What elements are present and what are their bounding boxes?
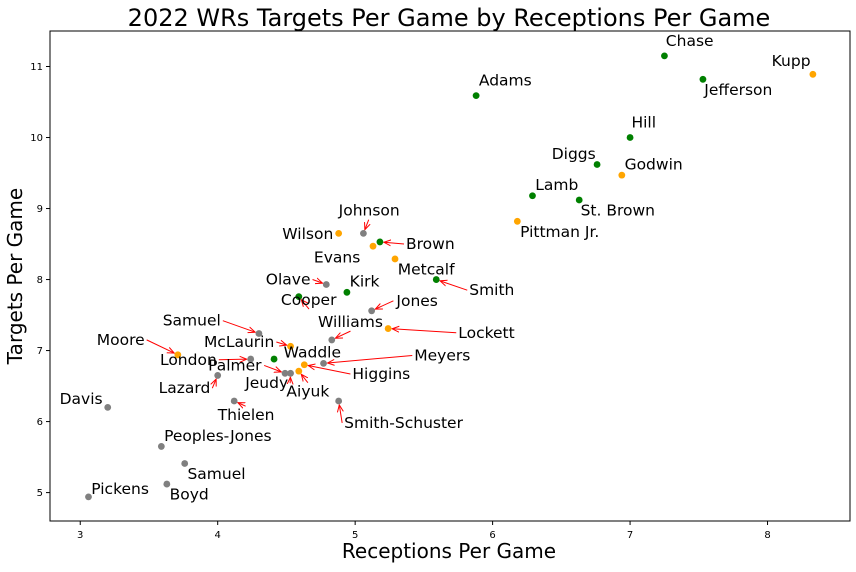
point-label: Boyd bbox=[170, 486, 209, 504]
x-tick-label: 7 bbox=[627, 530, 633, 541]
data-point bbox=[627, 134, 634, 141]
annotation-arrow bbox=[301, 374, 308, 382]
data-point bbox=[287, 370, 294, 377]
y-tick-label: 9 bbox=[37, 204, 43, 215]
data-point bbox=[809, 71, 816, 78]
data-point bbox=[231, 398, 238, 405]
point-label: Cooper bbox=[281, 291, 337, 309]
point-label: Johnson bbox=[338, 202, 400, 220]
point-label: Higgins bbox=[352, 365, 410, 383]
x-tick-label: 5 bbox=[352, 530, 358, 541]
y-tick-label: 8 bbox=[37, 275, 43, 286]
annotation-arrow bbox=[339, 405, 342, 423]
point-label: Wilson bbox=[282, 225, 333, 243]
point-label: Meyers bbox=[414, 347, 470, 365]
data-point bbox=[104, 404, 111, 411]
annotation-arrow bbox=[212, 379, 216, 388]
x-tick-label: 3 bbox=[77, 530, 83, 541]
point-label: Moore bbox=[97, 331, 145, 349]
point-label: Chase bbox=[666, 32, 714, 50]
x-axis-label: Receptions Per Game bbox=[342, 539, 556, 563]
annotation-arrow bbox=[392, 329, 456, 333]
point-label: Brown bbox=[406, 235, 455, 253]
point-label: Lamb bbox=[535, 176, 578, 194]
point-label: Waddle bbox=[284, 344, 341, 362]
point-label: Olave bbox=[266, 271, 311, 289]
data-point bbox=[661, 52, 668, 59]
point-label: Metcalf bbox=[398, 261, 455, 279]
data-point bbox=[376, 239, 383, 246]
point-label: Peoples-Jones bbox=[164, 427, 272, 445]
point-label: McLaurin bbox=[204, 333, 274, 351]
y-tick-label: 10 bbox=[30, 133, 43, 144]
point-label: Pickens bbox=[91, 480, 149, 498]
point-label: Palmer bbox=[208, 356, 262, 374]
point-label: Kupp bbox=[772, 52, 811, 70]
point-label: Diggs bbox=[552, 145, 596, 163]
point-label: St. Brown bbox=[581, 202, 655, 220]
point-label: Aiyuk bbox=[286, 383, 329, 401]
annotation-arrow bbox=[440, 281, 467, 290]
point-label: Jeudy bbox=[244, 374, 288, 392]
point-label: Hill bbox=[631, 114, 656, 132]
y-tick-label: 11 bbox=[30, 62, 43, 73]
data-point bbox=[360, 230, 367, 237]
x-tick-label: 4 bbox=[215, 530, 221, 541]
point-label: Adams bbox=[479, 72, 532, 90]
point-label: Evans bbox=[314, 249, 360, 267]
point-label: Jones bbox=[395, 292, 438, 310]
point-label: Kirk bbox=[350, 273, 380, 291]
data-point bbox=[271, 356, 278, 363]
point-label: Samuel bbox=[163, 312, 221, 330]
point-label: Smith bbox=[469, 281, 514, 299]
chart-title: 2022 WRs Targets Per Game by Receptions … bbox=[128, 4, 771, 32]
point-label: Godwin bbox=[625, 155, 683, 173]
data-point bbox=[385, 325, 392, 332]
annotation-arrow bbox=[375, 301, 393, 309]
point-label: Lazard bbox=[159, 379, 211, 397]
y-tick-label: 7 bbox=[37, 346, 43, 357]
annotation-arrow bbox=[313, 280, 323, 284]
data-point bbox=[323, 281, 330, 288]
annotation-arrow bbox=[365, 220, 369, 230]
annotation-arrow bbox=[335, 331, 350, 338]
annotation-arrow bbox=[384, 242, 404, 244]
data-point bbox=[335, 230, 342, 237]
annotation-arrow bbox=[308, 366, 350, 374]
data-point bbox=[370, 243, 377, 250]
point-label: Thielen bbox=[217, 406, 275, 424]
annotation-arrow bbox=[264, 365, 281, 371]
annotation-arrow bbox=[223, 321, 255, 332]
y-tick-label: 5 bbox=[37, 488, 43, 499]
point-label: Lockett bbox=[458, 324, 514, 342]
point-label: Smith-Schuster bbox=[344, 414, 463, 432]
data-point bbox=[335, 398, 342, 405]
data-point bbox=[328, 337, 335, 344]
point-label: Williams bbox=[318, 313, 383, 331]
data-point bbox=[295, 368, 302, 375]
x-tick-label: 8 bbox=[764, 530, 770, 541]
x-tick-label: 6 bbox=[489, 530, 495, 541]
y-axis-label: Targets Per Game bbox=[3, 188, 27, 365]
point-label: Samuel bbox=[187, 465, 245, 483]
data-point bbox=[301, 361, 308, 368]
point-label: Davis bbox=[60, 390, 103, 408]
point-label: Pittman Jr. bbox=[520, 223, 599, 241]
point-label: Jefferson bbox=[703, 81, 772, 99]
data-point bbox=[473, 92, 480, 99]
y-tick-label: 6 bbox=[37, 417, 43, 428]
